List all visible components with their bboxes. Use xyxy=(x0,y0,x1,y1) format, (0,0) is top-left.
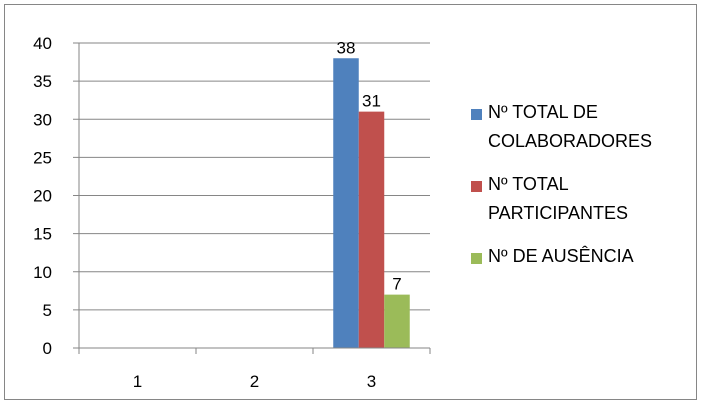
data-label: 38 xyxy=(337,38,356,57)
legend-label: Nº TOTAL DE COLABORADORES xyxy=(488,102,653,151)
x-tick-label: 1 xyxy=(133,372,142,391)
legend-label: Nº TOTAL PARTICIPANTES xyxy=(488,174,629,223)
axes xyxy=(73,42,431,354)
bar xyxy=(358,111,385,348)
y-tick-label: 30 xyxy=(33,110,52,129)
y-tick-labels: 0 5 10 15 20 25 30 35 40 xyxy=(33,34,52,358)
legend-swatch-blue xyxy=(471,109,482,120)
legend-label: Nº DE AUSÊNCIA xyxy=(488,246,634,266)
data-labels: 38 31 7 xyxy=(337,38,402,293)
data-label: 31 xyxy=(362,92,381,111)
legend-item-ausencia: Nº DE AUSÊNCIA xyxy=(471,242,696,271)
y-tick-label: 5 xyxy=(43,301,52,320)
y-tick-label: 15 xyxy=(33,225,52,244)
legend-swatch-red xyxy=(471,181,482,192)
data-label: 7 xyxy=(392,275,401,294)
y-tick-label: 0 xyxy=(43,339,52,358)
y-tick-label: 25 xyxy=(33,148,52,167)
bars xyxy=(333,58,410,348)
y-tick-label: 40 xyxy=(33,34,52,53)
x-tick-labels: 1 2 3 xyxy=(133,372,376,391)
legend-item-total-colaboradores: Nº TOTAL DE COLABORADORES xyxy=(471,98,696,156)
bar xyxy=(384,294,410,348)
y-tick-label: 10 xyxy=(33,263,52,282)
bar xyxy=(333,58,359,348)
legend-swatch-green xyxy=(471,253,482,264)
x-tick-label: 3 xyxy=(367,372,376,391)
y-tick-label: 35 xyxy=(33,72,52,91)
legend: Nº TOTAL DE COLABORADORES Nº TOTAL PARTI… xyxy=(471,98,696,285)
y-tick-label: 20 xyxy=(33,187,52,206)
legend-item-total-participantes: Nº TOTAL PARTICIPANTES xyxy=(471,170,696,228)
x-tick-label: 2 xyxy=(250,372,259,391)
